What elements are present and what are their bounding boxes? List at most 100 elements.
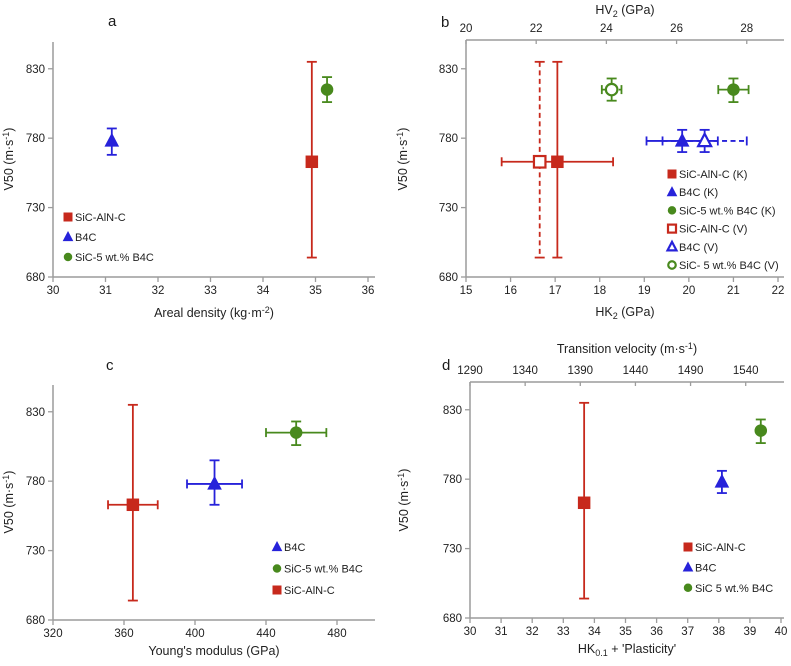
- legend-label: SiC-AlN-C: [284, 585, 335, 597]
- panel-a: 680 730 780 830 30 31 32 33 34 35 36 Areal density …: [1, 13, 375, 320]
- legend-marker-SiC-5 wt.% B4C (K): [667, 206, 677, 215]
- legend-marker-B4C (K): [666, 186, 678, 197]
- x-tick-label: 31: [495, 626, 508, 638]
- x-tick-label: 36: [362, 285, 375, 297]
- marker-SiC-AlN-C: [126, 498, 140, 512]
- legend-label: SiC-AlN-C: [75, 212, 126, 224]
- x-tick-label: 480: [327, 628, 346, 640]
- y-tick-label: 730: [26, 203, 45, 215]
- y-axis-title: V50 (m·s-1): [1, 128, 16, 191]
- x-tick-label: 32: [152, 285, 165, 297]
- x-tick-label: 360: [114, 628, 133, 640]
- legend-marker-B4C: [271, 540, 283, 552]
- legend-label: SiC-AlN-C (V): [679, 224, 747, 236]
- top-axis-title: HV2 (GPa): [595, 3, 654, 19]
- x-tick-label: 40: [775, 626, 788, 638]
- marker-SiC- 5 wt.% B4C (V): [604, 82, 619, 97]
- x-axis-title: HK0.1 + 'Plasticity': [578, 642, 676, 658]
- x-tick-label: 33: [557, 626, 570, 638]
- x-tick-label: 33: [204, 285, 217, 297]
- top-tick-label: 22: [530, 23, 543, 35]
- x-tick-label: 34: [257, 285, 270, 297]
- x-tick-label: 400: [185, 628, 204, 640]
- marker-SiC-AlN-C (K): [551, 155, 564, 169]
- x-tick-label: 320: [43, 628, 62, 640]
- legend-label: B4C (K): [679, 187, 718, 199]
- legend-label: B4C: [284, 542, 305, 554]
- top-axis-title: Transition velocity (m·s-1): [557, 341, 697, 356]
- y-tick-label: 830: [26, 64, 45, 76]
- legend-label: SiC- 5 wt.% B4C (V): [679, 260, 779, 272]
- top-tick-label: 24: [600, 23, 613, 35]
- marker-B4C: [104, 132, 120, 147]
- y-tick-label: 780: [26, 133, 45, 145]
- x-tick-label: 37: [681, 626, 694, 638]
- y-tick-label: 680: [26, 615, 45, 627]
- top-tick-label: 1290: [457, 365, 483, 377]
- y-axis-title: V50 (m·s-1): [396, 469, 411, 532]
- top-tick-label: 26: [670, 23, 683, 35]
- y-tick-label: 780: [439, 133, 458, 145]
- legend-label: SiC-5 wt.% B4C: [284, 564, 363, 576]
- marker-B4C (V): [696, 131, 713, 148]
- panel-letter: a: [108, 13, 117, 30]
- legend-marker-SiC-5 wt.% B4C: [63, 252, 73, 262]
- y-axis-title: V50 (m·s-1): [1, 471, 16, 534]
- panel-letter: c: [106, 357, 114, 374]
- legend-marker-SiC-AlN-C: [272, 585, 282, 595]
- panel-letter: d: [442, 357, 450, 374]
- legend-marker-SiC- 5 wt.% B4C (V): [667, 260, 677, 270]
- marker-SiC-5 wt.% B4C: [320, 83, 334, 96]
- marker-B4C (K): [674, 132, 690, 147]
- top-tick-label: 1340: [512, 365, 538, 377]
- y-tick-label: 830: [26, 407, 45, 419]
- x-tick-label: 31: [99, 285, 112, 297]
- top-tick-label: 1540: [733, 365, 759, 377]
- marker-SiC-5 wt.% B4C (K): [727, 83, 740, 96]
- y-tick-label: 730: [443, 544, 462, 556]
- marker-SiC-AlN-C: [305, 155, 319, 169]
- x-tick-label: 30: [47, 285, 60, 297]
- x-tick-label: 15: [460, 285, 473, 297]
- panel-c: 680 730 780 830 320 360 400 440 480 Young's modul…: [1, 357, 375, 658]
- legend-marker-SiC-AlN-C (V): [666, 223, 678, 234]
- x-tick-label: 38: [712, 626, 725, 638]
- y-tick-label: 780: [443, 474, 462, 486]
- panel-b: 680 730 780 830 15 16 17 18 19 20 21 22 20 22 24 26 28 HV…: [395, 3, 785, 321]
- top-tick-label: 20: [460, 23, 473, 35]
- marker-B4C: [207, 475, 222, 490]
- x-tick-label: 17: [549, 285, 562, 297]
- legend-marker-B4C: [682, 561, 694, 572]
- legend-label: B4C (V): [679, 242, 718, 254]
- x-tick-label: 21: [727, 285, 740, 297]
- x-tick-label: 22: [772, 285, 785, 297]
- x-tick-label: 32: [526, 626, 539, 638]
- y-tick-label: 730: [439, 203, 458, 215]
- top-tick-label: 1440: [623, 365, 649, 377]
- x-tick-label: 19: [638, 285, 651, 297]
- x-axis-title: HK2 (GPa): [595, 305, 654, 321]
- y-tick-label: 780: [26, 476, 45, 488]
- y-tick-label: 830: [443, 405, 462, 417]
- marker-SiC-5 wt.% B4C: [289, 426, 303, 439]
- x-tick-label: 20: [682, 285, 695, 297]
- y-tick-label: 680: [439, 272, 458, 284]
- x-tick-label: 34: [588, 626, 601, 638]
- marker-B4C: [714, 473, 730, 488]
- legend-marker-SiC 5 wt.% B4C: [683, 583, 693, 593]
- legend-marker-B4C: [62, 230, 74, 242]
- x-tick-label: 35: [309, 285, 322, 297]
- legend-marker-SiC-AlN-C: [683, 542, 693, 552]
- x-tick-label: 16: [504, 285, 517, 297]
- x-axis-title: Areal density (kg·m-2): [154, 305, 274, 320]
- legend-label: B4C: [695, 562, 716, 574]
- y-tick-label: 730: [26, 546, 45, 558]
- y-tick-label: 680: [443, 613, 462, 625]
- top-tick-label: 1390: [567, 365, 593, 377]
- marker-SiC-AlN-C: [577, 496, 591, 510]
- legend-label: SiC 5 wt.% B4C: [695, 583, 773, 595]
- panel-d: 680 730 780 830 30 31 32 33 34 35 36 37 38 39 40 1290 13…: [396, 341, 788, 658]
- legend-label: SiC-AlN-C (K): [679, 169, 747, 181]
- legend-label: SiC-5 wt.% B4C: [75, 252, 154, 264]
